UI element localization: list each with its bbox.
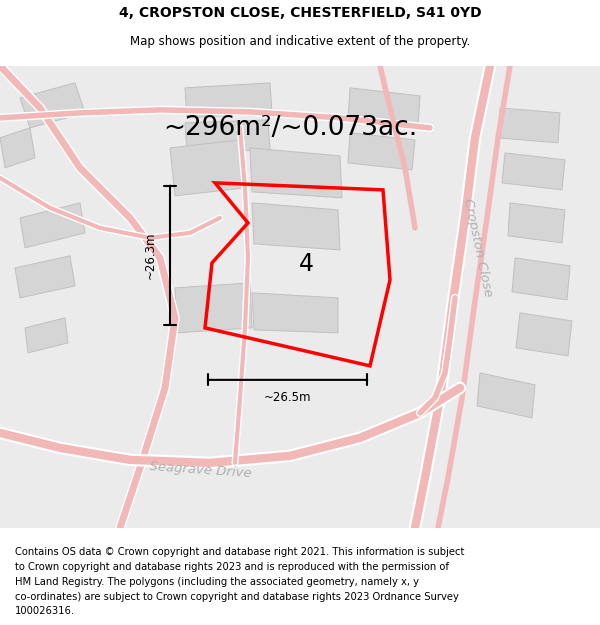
Polygon shape [348,133,415,170]
Text: co-ordinates) are subject to Crown copyright and database rights 2023 Ordnance S: co-ordinates) are subject to Crown copyr… [15,592,459,602]
Polygon shape [477,373,535,418]
Text: Contains OS data © Crown copyright and database right 2021. This information is : Contains OS data © Crown copyright and d… [15,548,464,558]
Polygon shape [170,140,245,196]
Polygon shape [15,256,75,298]
Polygon shape [175,283,252,333]
Polygon shape [250,148,342,198]
Text: 100026316.: 100026316. [15,606,75,616]
Text: 4, CROPSTON CLOSE, CHESTERFIELD, S41 0YD: 4, CROPSTON CLOSE, CHESTERFIELD, S41 0YD [119,6,481,20]
Polygon shape [185,83,272,118]
Polygon shape [20,203,85,248]
Text: ~296m²/~0.073ac.: ~296m²/~0.073ac. [163,115,417,141]
Polygon shape [0,66,600,528]
Polygon shape [252,293,338,333]
Text: to Crown copyright and database rights 2023 and is reproduced with the permissio: to Crown copyright and database rights 2… [15,562,449,572]
Polygon shape [185,120,270,153]
Text: ~26.5m: ~26.5m [264,391,311,404]
Polygon shape [0,128,35,168]
Polygon shape [252,203,340,250]
Text: HM Land Registry. The polygons (including the associated geometry, namely x, y: HM Land Registry. The polygons (includin… [15,577,419,587]
Polygon shape [348,88,420,128]
Text: Seagrave Drive: Seagrave Drive [149,460,251,480]
Polygon shape [25,318,68,353]
Polygon shape [516,313,572,356]
Text: Cropston Close: Cropston Close [461,198,495,298]
Polygon shape [508,203,565,243]
Polygon shape [498,108,560,143]
Polygon shape [512,258,570,300]
Polygon shape [20,83,85,128]
Text: Map shows position and indicative extent of the property.: Map shows position and indicative extent… [130,35,470,48]
Text: ~26.3m: ~26.3m [143,232,157,279]
Polygon shape [502,153,565,190]
Text: 4: 4 [299,253,314,276]
